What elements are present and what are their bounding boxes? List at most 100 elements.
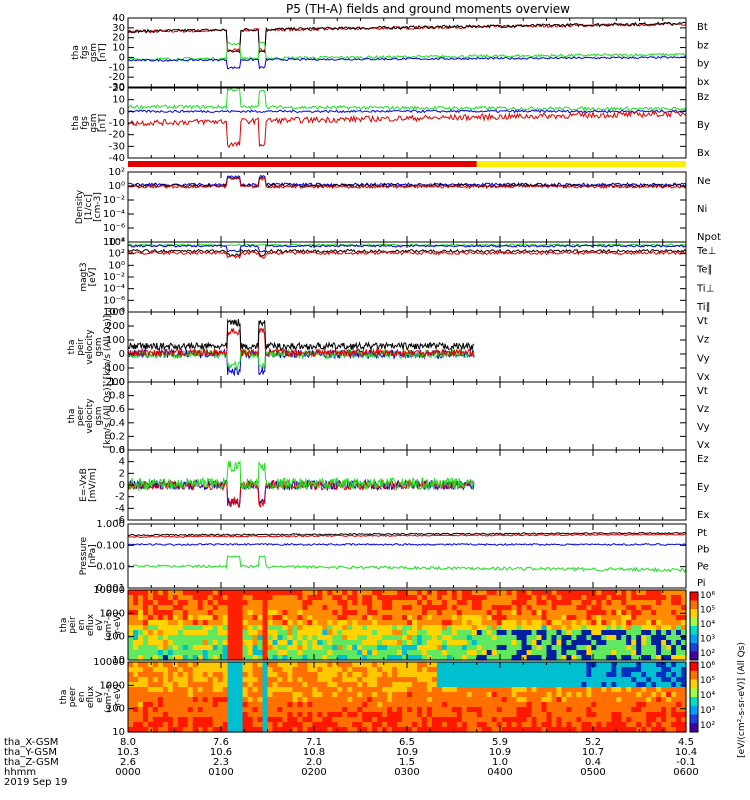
spec-cell <box>133 722 139 728</box>
spec-cell <box>152 655 159 661</box>
spec-cell <box>546 620 553 626</box>
spec-cell <box>541 707 548 713</box>
spec-cell <box>332 722 338 728</box>
spec-cell <box>287 707 293 713</box>
spec-cell <box>666 605 672 611</box>
spec-cell <box>172 610 179 616</box>
spec-cell <box>262 645 269 651</box>
spec-cell <box>446 590 453 596</box>
spec-cell <box>581 595 587 601</box>
spec-cell <box>133 645 139 651</box>
spec-cell <box>621 662 627 668</box>
spec-cell <box>362 610 368 616</box>
spec-cell <box>536 667 543 673</box>
spec-cell <box>322 717 328 723</box>
spec-cell <box>526 717 533 723</box>
spec-cell <box>282 667 288 673</box>
spec-cell <box>162 692 169 698</box>
spec-cell <box>367 605 373 611</box>
spec-cell <box>461 655 468 661</box>
spec-cell <box>222 635 229 641</box>
spec-cell <box>471 590 478 596</box>
spec-cell <box>272 667 279 673</box>
spec-cell <box>561 650 567 656</box>
spec-cell <box>531 712 538 718</box>
spec-cell <box>147 672 154 678</box>
spec-cell <box>451 712 458 718</box>
spec-cell <box>152 625 159 631</box>
x-tick-value: 7.1 <box>306 737 322 748</box>
spec-cell <box>516 712 523 718</box>
spec-cell <box>217 707 224 713</box>
spec-cell <box>466 605 473 611</box>
spec-cell <box>352 640 358 646</box>
spec-cell <box>621 595 627 601</box>
y-axis-label-line: [nT] <box>98 43 108 61</box>
spec-cell <box>451 692 458 698</box>
y-tick-label: -30 <box>109 82 125 93</box>
spec-cell <box>531 692 538 698</box>
spec-cell <box>332 620 338 626</box>
spec-cell <box>456 702 463 708</box>
spec-cell <box>192 662 199 668</box>
y-axis-label-line: velocity <box>85 398 95 434</box>
spec-cell <box>227 630 234 636</box>
spec-cell <box>347 630 353 636</box>
spec-cell <box>347 635 353 641</box>
spec-cell <box>387 677 393 683</box>
spec-cell <box>257 692 264 698</box>
spec-cell <box>476 615 483 621</box>
spec-cell <box>402 692 408 698</box>
spec-cell <box>177 717 184 723</box>
spec-cell <box>217 682 224 688</box>
colorbar-cell <box>690 617 698 627</box>
spec-cell <box>312 610 318 616</box>
spec-cell <box>312 620 318 626</box>
spec-cell <box>646 625 652 631</box>
spec-cell <box>172 722 179 728</box>
spec-cell <box>656 595 662 601</box>
spec-cell <box>237 677 244 683</box>
spec-cell <box>551 717 558 723</box>
spec-cell <box>631 672 637 678</box>
spec-cell <box>626 630 632 636</box>
spec-cell <box>252 662 259 668</box>
spec-cell <box>501 697 508 703</box>
spec-cell <box>272 620 279 626</box>
spec-cell <box>501 645 508 651</box>
spec-cell <box>586 620 592 626</box>
spec-cell <box>561 620 567 626</box>
spec-cell <box>367 717 373 723</box>
y-axis-label-line: peer <box>76 405 86 426</box>
spec-cell <box>651 692 657 698</box>
spec-cell <box>631 692 637 698</box>
y-tick-label: 0.8 <box>109 391 125 402</box>
spec-cell <box>531 677 538 683</box>
spec-cell <box>152 712 159 718</box>
spec-cell <box>202 610 209 616</box>
spec-cell <box>272 610 279 616</box>
spec-cell <box>561 697 567 703</box>
spec-cell <box>506 640 513 646</box>
spec-cell <box>387 667 393 673</box>
spec-cell <box>481 672 488 678</box>
spec-cell <box>222 600 229 606</box>
spec-cell <box>162 697 169 703</box>
spec-cell <box>347 595 353 601</box>
spec-cell <box>506 662 513 668</box>
spec-cell <box>471 667 478 673</box>
spec-cell <box>451 605 458 611</box>
spec-cell <box>626 717 632 723</box>
spec-cell <box>646 702 652 708</box>
spec-cell <box>267 717 274 723</box>
spec-cell <box>466 600 473 606</box>
spec-cell <box>451 635 458 641</box>
spec-cell <box>426 605 433 611</box>
spec-cell <box>237 650 244 656</box>
spec-cell <box>237 630 244 636</box>
spec-cell <box>172 650 179 656</box>
spec-cell <box>182 655 189 661</box>
spec-cell <box>192 697 199 703</box>
colorbar-cell <box>690 670 698 680</box>
